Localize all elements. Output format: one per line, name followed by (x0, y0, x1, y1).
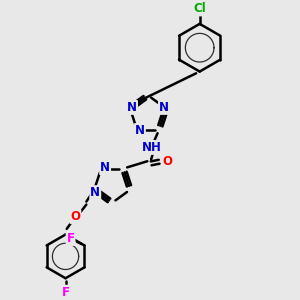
Text: NH: NH (142, 141, 162, 154)
Text: N: N (90, 186, 100, 199)
Text: F: F (67, 232, 75, 245)
Text: Cl: Cl (193, 2, 206, 15)
Text: N: N (159, 101, 169, 114)
Text: F: F (61, 286, 70, 299)
Text: O: O (70, 210, 80, 223)
Text: N: N (127, 101, 137, 114)
Text: N: N (100, 161, 110, 174)
Text: N: N (135, 124, 145, 137)
Text: O: O (162, 155, 172, 168)
